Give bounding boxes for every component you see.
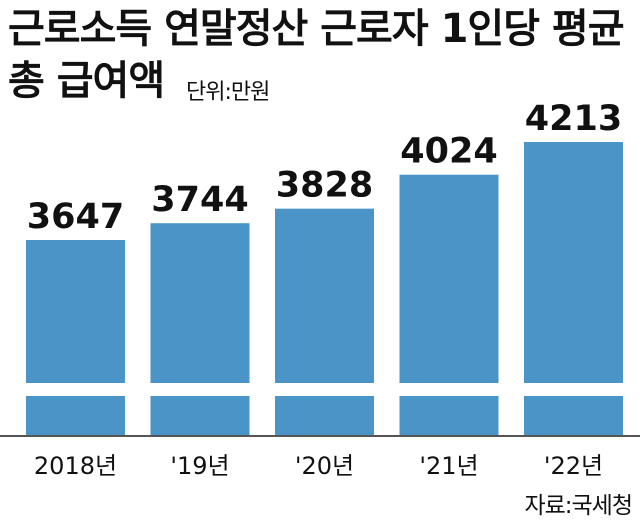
value-label-4: 4213 bbox=[525, 99, 622, 139]
category-label-0: 2018년 bbox=[34, 452, 117, 480]
category-label-3: '21년 bbox=[419, 452, 478, 480]
axis-break-2 bbox=[274, 383, 375, 396]
category-label-1: '19년 bbox=[170, 452, 229, 480]
source-label: 자료:국세청 bbox=[524, 493, 633, 519]
chart-title-line2: 총 급여액 bbox=[8, 56, 165, 106]
value-label-3: 4024 bbox=[400, 132, 497, 172]
value-label-0: 3647 bbox=[27, 197, 124, 237]
bar-2 bbox=[275, 208, 374, 436]
bar-0 bbox=[26, 240, 125, 436]
value-label-1: 3744 bbox=[151, 180, 248, 220]
axis-break-1 bbox=[149, 383, 251, 396]
bar-1 bbox=[150, 223, 250, 436]
chart-title-line2-text: 총 급여액 bbox=[8, 58, 165, 104]
value-label-2: 3828 bbox=[276, 166, 373, 206]
axis-break-4 bbox=[523, 383, 624, 396]
axis-break-3 bbox=[398, 383, 500, 396]
unit-label: 단위:만원 bbox=[186, 80, 270, 105]
axis-break-0 bbox=[25, 383, 126, 396]
category-label-2: '20년 bbox=[295, 452, 354, 480]
chart-title-line1: 근로소득 연말정산 근로자 1인당 평균 bbox=[8, 6, 625, 52]
bar-3 bbox=[399, 174, 499, 437]
category-label-4: '22년 bbox=[544, 452, 603, 480]
